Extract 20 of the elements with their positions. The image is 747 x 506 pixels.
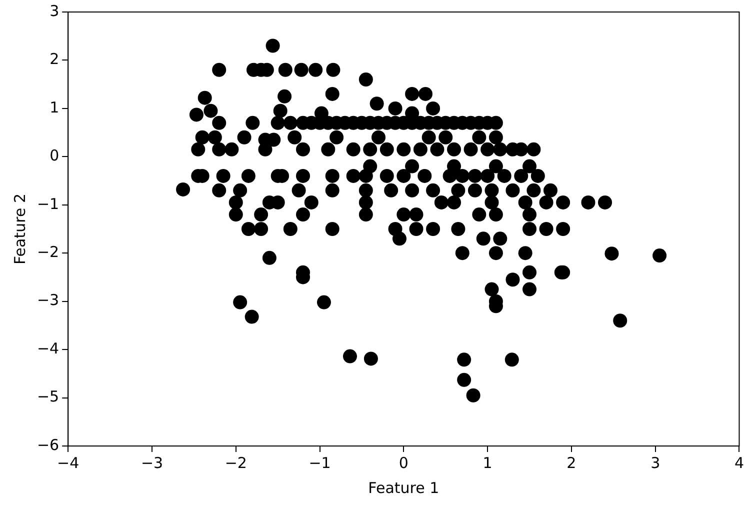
- x-tick-label: 4: [734, 454, 744, 472]
- y-tick-label: 3: [50, 2, 60, 20]
- y-tick-label: −5: [36, 388, 60, 406]
- x-tick-label: 0: [398, 454, 408, 472]
- x-tick-label: −2: [224, 454, 247, 472]
- x-tick-label: 1: [482, 454, 492, 472]
- x-tick-label: −1: [308, 454, 331, 472]
- x-axis-title: Feature 1: [368, 478, 440, 497]
- y-tick-label: −6: [36, 436, 60, 454]
- y-tick-label: 0: [50, 146, 60, 165]
- y-axis-title: Feature 2: [10, 194, 29, 264]
- y-tick-label: 2: [50, 50, 60, 68]
- x-tick-label: 3: [650, 454, 660, 472]
- y-tick-label: −2: [36, 243, 60, 261]
- y-tick-label: −3: [36, 291, 60, 310]
- y-tick-label: 1: [50, 98, 60, 116]
- y-tick-label: −1: [36, 194, 60, 213]
- x-tick-label: 2: [566, 454, 576, 472]
- y-tick-label: −4: [36, 339, 60, 358]
- x-tick-label: −3: [140, 454, 164, 472]
